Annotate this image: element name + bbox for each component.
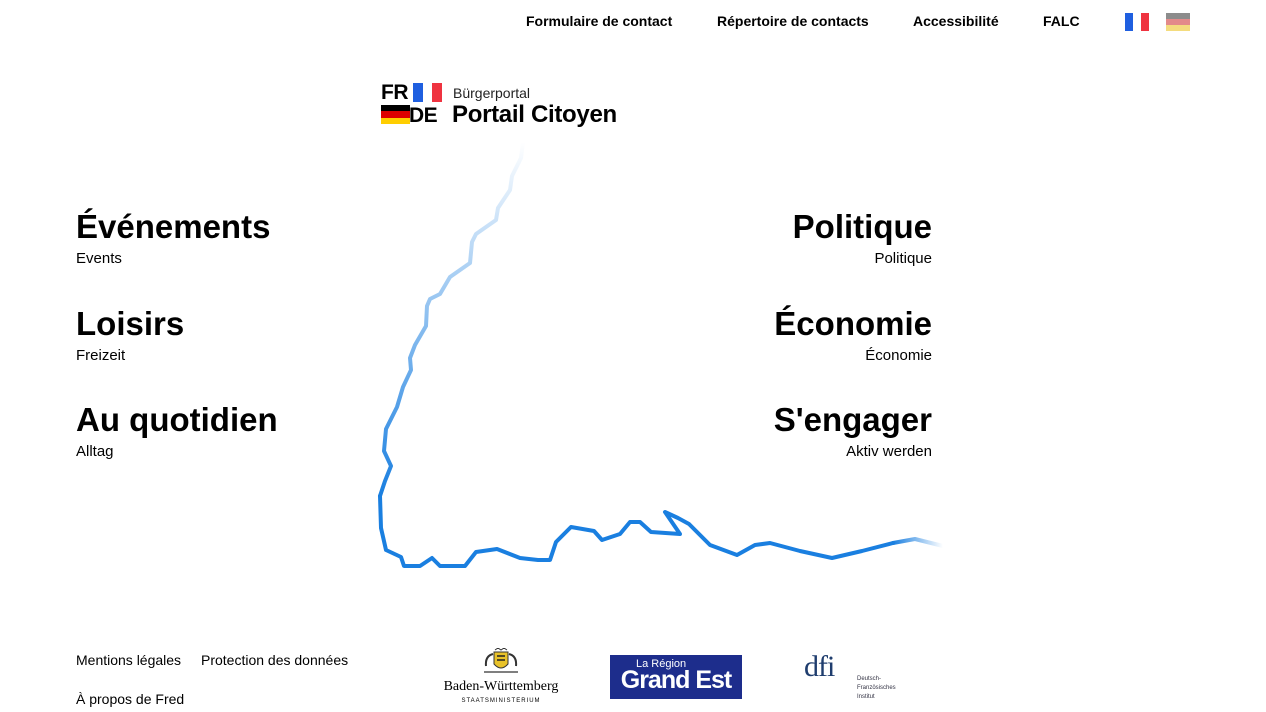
site-logo[interactable]: FR DE Bürgerportal Portail Citoyen [381, 80, 641, 132]
category-economy[interactable]: Économie Économie [774, 305, 932, 366]
category-get-involved[interactable]: S'engager Aktiv werden [774, 401, 932, 462]
logo-title: Portail Citoyen [452, 101, 617, 128]
bw-ministry: STAATSMINISTERIUM [461, 698, 541, 704]
grand-est-logo[interactable]: La Région Grand Est [610, 655, 742, 699]
category-subtitle: Aktiv werden [846, 443, 932, 460]
coat-of-arms-icon [484, 648, 518, 673]
category-leisure[interactable]: Loisirs Freizeit [76, 305, 184, 366]
top-navigation: Formulaire de contact Répertoire de cont… [0, 13, 1266, 33]
legal-notice-link[interactable]: Mentions légales [76, 652, 182, 668]
category-subtitle: Économie [865, 347, 932, 364]
about-fred-link[interactable]: À propos de Fred [76, 691, 185, 707]
accessibility-link[interactable]: Accessibilité [913, 13, 999, 29]
grand-est-small: La Région [636, 658, 687, 670]
bw-name: Baden-Württemberg [443, 679, 559, 694]
category-events[interactable]: Événements Events [76, 208, 270, 269]
privacy-link[interactable]: Protection des données [201, 652, 349, 668]
falc-link[interactable]: FALC [1043, 13, 1080, 29]
category-title: Loisirs [76, 305, 185, 342]
category-title: Au quotidien [76, 401, 278, 438]
dfi-line: Institut [857, 694, 875, 700]
logo-german-flag-icon [381, 105, 410, 124]
category-title: Événements [76, 208, 271, 245]
baden-wuerttemberg-logo[interactable]: Baden-Württemberg STAATSMINISTERIUM [441, 648, 561, 708]
logo-code-de: DE [409, 104, 438, 127]
category-daily-life[interactable]: Au quotidien Alltag [76, 401, 278, 462]
dfi-mark: dfi [804, 650, 835, 683]
category-title: Politique [792, 208, 932, 245]
german-flag-icon[interactable] [1166, 13, 1190, 31]
contact-directory-link[interactable]: Répertoire de contacts [717, 13, 869, 29]
category-title: S'engager [773, 401, 932, 438]
logo-code-fr: FR [381, 81, 409, 104]
dfi-line: Französisches [857, 685, 896, 691]
category-title: Économie [774, 305, 932, 342]
category-subtitle: Events [76, 250, 122, 267]
category-subtitle: Alltag [76, 443, 114, 460]
contact-form-link[interactable]: Formulaire de contact [526, 13, 673, 29]
french-flag-icon[interactable] [1125, 13, 1149, 31]
category-politics[interactable]: Politique Politique [793, 208, 932, 269]
logo-french-flag-icon [413, 83, 443, 102]
logo-subtitle: Bürgerportal [453, 85, 531, 101]
grand-est-big: Grand Est [620, 666, 732, 694]
dfi-line: Deutsch- [857, 676, 882, 682]
dfi-text: Deutsch- Französisches Institut [857, 675, 896, 702]
dfi-logo[interactable]: dfi Deutsch- Französisches Institut [804, 650, 904, 706]
category-subtitle: Politique [874, 250, 932, 267]
category-subtitle: Freizeit [76, 347, 126, 364]
